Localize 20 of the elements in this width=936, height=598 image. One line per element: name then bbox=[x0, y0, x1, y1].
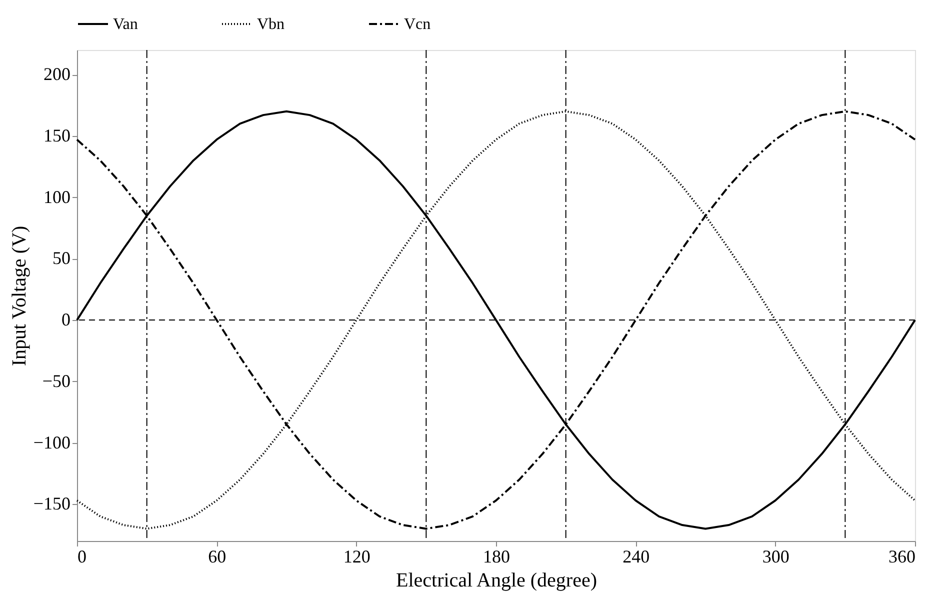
x-tick-label: 240 bbox=[622, 546, 650, 566]
y-tick-label: 100 bbox=[44, 186, 70, 207]
y-tick-label: 150 bbox=[44, 125, 70, 146]
x-tick-label: 120 bbox=[343, 546, 370, 566]
x-tick-label: 360 bbox=[888, 546, 916, 566]
legend-label: Vcn bbox=[404, 16, 431, 33]
x-tick-label: 60 bbox=[208, 546, 226, 566]
y-tick-label: −100 bbox=[33, 432, 70, 452]
legend-label: Vbn bbox=[257, 16, 285, 33]
y-tick-label: 0 bbox=[62, 310, 70, 330]
y-tick-label: −150 bbox=[33, 494, 70, 514]
x-tick-label: 0 bbox=[78, 546, 86, 566]
x-axis-title: Electrical Angle (degree) bbox=[396, 570, 597, 592]
y-tick-label: 200 bbox=[44, 64, 70, 84]
x-tick-label: 180 bbox=[483, 546, 510, 566]
legend-label: Van bbox=[113, 16, 138, 33]
y-axis-title: Input Voltage (V) bbox=[8, 226, 30, 366]
x-tick-label: 300 bbox=[762, 546, 790, 566]
y-tick-label: −50 bbox=[42, 370, 70, 391]
y-tick-label: 50 bbox=[52, 248, 70, 268]
